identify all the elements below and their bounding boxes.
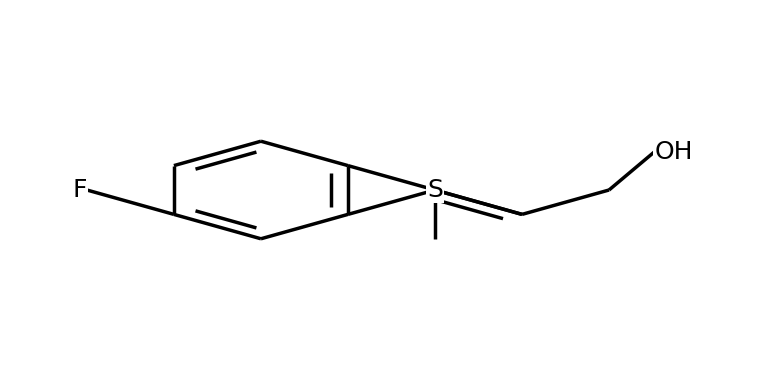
Text: F: F bbox=[73, 178, 87, 202]
Text: S: S bbox=[427, 178, 443, 202]
Text: OH: OH bbox=[654, 140, 693, 164]
